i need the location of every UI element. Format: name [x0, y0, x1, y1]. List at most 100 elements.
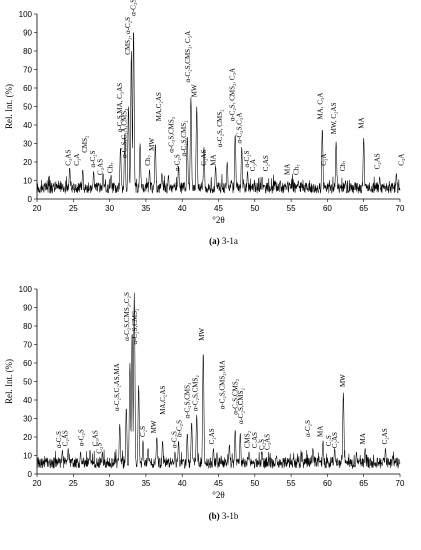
peak-annotation: MA	[210, 154, 218, 165]
peak-annotation: C₂AS	[381, 428, 389, 444]
peak-annotation: Ch₇	[292, 164, 300, 175]
y-tick-label: 70	[23, 65, 32, 74]
caption-text: 3-1a	[220, 236, 238, 246]
peak-annotation: α-C₂S,CMS₂, C₃A	[184, 31, 192, 83]
peak-annotation: C₂AS	[64, 150, 72, 166]
peak-annotation: MW, C₂AS	[330, 102, 338, 134]
peak-annotation: MW	[150, 420, 158, 433]
figure-caption: (a) 3-1a	[209, 236, 238, 246]
peak-annotation: C₂S	[96, 443, 104, 454]
y-tick-label: 90	[23, 303, 32, 312]
y-tick-label: 60	[23, 84, 32, 93]
y-tick-label: 0	[28, 470, 33, 479]
y-tick-label: 70	[23, 340, 32, 349]
peak-annotation: MA	[316, 426, 324, 437]
peak-annotation: C₂AS	[208, 428, 216, 444]
peak-annotation: α-C₂S	[173, 154, 181, 171]
xrd-chart-a: 0 10 20 30 40 50 60 70 80 90 100 20 25 30 35 40 45 50 55 60…	[4, 0, 406, 246]
y-tick-label: 10	[23, 176, 32, 185]
y-tick-label: 20	[23, 158, 32, 167]
y-tick-label: 90	[23, 28, 32, 37]
peak-annotation: CMS₂	[244, 430, 252, 448]
peak-annotation: α-C₂S	[170, 431, 178, 448]
peak-annotation: C₂S	[325, 435, 333, 446]
peak-annotation: α-C₂S,CMS₂	[180, 120, 188, 157]
peak-annotation: MA	[284, 164, 292, 175]
peak-annotation: C₂S	[258, 439, 266, 450]
caption-letter: (a)	[209, 236, 220, 246]
y-tick-label: 60	[23, 359, 32, 368]
peak-annotation: α-C₂S	[89, 150, 97, 167]
peak-annotation: C₂AS	[200, 150, 208, 166]
x-axis-label: °2θ	[212, 490, 224, 500]
x-tick-label: 45	[214, 479, 223, 488]
peak-annotation: C₂AS	[251, 432, 259, 448]
caption-text: 3-1b	[220, 511, 239, 521]
peak-annotation: α-C₂S, CMS₂, C₃A	[228, 68, 236, 121]
peak-annotation: MA, C₃A	[316, 92, 324, 119]
peak-annotation: Ch₇	[144, 155, 152, 166]
peak-annotation: α-C₂S,CMS₂	[183, 382, 191, 419]
peak-annotation: α-C₂S	[77, 429, 85, 446]
peak-annotation: C₂AS	[96, 159, 104, 175]
x-tick-label: 20	[33, 204, 42, 213]
y-tick-label: 40	[23, 396, 32, 405]
peak-annotation: α-C₂S,CMS₂	[167, 116, 175, 153]
figure-caption: (b) 3-1b	[209, 511, 239, 521]
peak-annotation: CMS₂	[81, 135, 89, 153]
peak-annotation: α-C₂S,C₃A,CMS₂	[120, 108, 128, 158]
peak-annotation: MW	[339, 374, 347, 387]
peak-annotation: α-C₂S,C₃A	[236, 113, 244, 144]
y-tick-label: 30	[23, 414, 32, 423]
peak-annotation: α-C₂S	[55, 431, 63, 448]
peak-annotation: α-C₂S	[304, 420, 312, 437]
x-axis-label: °2θ	[212, 215, 224, 225]
y-axis-label: Rel. Int. (%)	[4, 359, 14, 404]
y-tick-label: 80	[23, 322, 32, 331]
y-tick-label: 20	[23, 433, 32, 442]
peak-annotation: C₃A	[249, 159, 257, 171]
x-tick-label: 50	[250, 479, 259, 488]
peak-annotation: C₃A	[398, 154, 406, 166]
diffractogram-series	[36, 292, 401, 470]
y-tick-label: 40	[23, 121, 32, 130]
peak-annotation: Ch₇	[339, 160, 347, 171]
x-tick-label: 60	[323, 479, 332, 488]
peak-annotation: α-C₂S,CMS₂	[231, 378, 239, 415]
peak-annotation: α-C₂S,CMS₂,MA	[218, 360, 226, 409]
peak-annotation: C₂AS	[374, 153, 382, 169]
peak-annotation: C₃AS	[91, 430, 99, 446]
peak-annotation: Ch₇	[107, 162, 115, 173]
x-tick-label: 60	[323, 204, 332, 213]
peak-annotation: MA,C₂AS	[159, 386, 167, 415]
x-tick-label: 35	[141, 204, 150, 213]
x-tick-label: 70	[396, 204, 405, 213]
peak-annotation: α-C₂S,MA, C₃AS	[116, 83, 124, 133]
y-tick-label: 50	[23, 377, 32, 386]
peak-annotation: MA,C₂AS	[155, 92, 163, 121]
x-tick-label: 45	[214, 204, 223, 213]
peak-annotation: C₂AS	[61, 430, 69, 446]
peak-annotation: α-C₂S,CMS₂	[131, 308, 139, 345]
peak-annotation: C₃A	[73, 154, 81, 166]
x-tick-label: 70	[396, 479, 405, 488]
x-tick-label: 35	[141, 479, 150, 488]
peak-annotation: α-C₂S	[243, 150, 251, 167]
y-tick-label: 80	[23, 47, 32, 56]
x-tick-label: 25	[69, 204, 78, 213]
caption-letter: (b)	[209, 511, 220, 521]
peak-annotation: C₃AS	[263, 434, 271, 450]
peak-annotation: C₂AS	[262, 155, 270, 171]
y-tick-label: 0	[28, 195, 33, 204]
xrd-chart-b: 0 10 20 30 40 50 60 70 80 90 100 20 25 30 35 40 45 50 55 60…	[4, 285, 405, 521]
x-tick-label: 30	[105, 479, 114, 488]
y-tick-label: 100	[19, 10, 33, 19]
peak-annotation: MA	[358, 117, 366, 128]
x-tick-label: 65	[359, 479, 368, 488]
y-tick-label: 50	[23, 102, 32, 111]
y-axis-label: Rel. Int. (%)	[4, 84, 14, 129]
peak-annotation: α-C₂S, CMS₂	[130, 0, 138, 16]
peak-annotation: CMS₂, α-C₂S	[124, 17, 132, 55]
peak-annotation: MW	[148, 138, 156, 151]
peak-annotation: MW	[191, 84, 199, 97]
